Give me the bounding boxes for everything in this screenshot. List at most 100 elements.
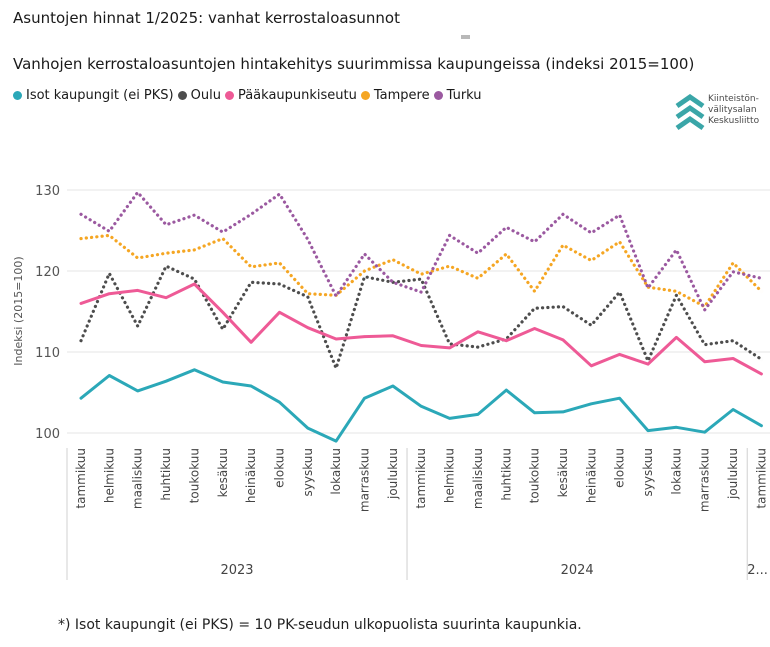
data-point[interactable] bbox=[363, 269, 367, 273]
data-point[interactable] bbox=[391, 384, 395, 388]
data-point[interactable] bbox=[79, 396, 83, 400]
data-point[interactable] bbox=[192, 213, 196, 217]
data-point[interactable] bbox=[759, 276, 763, 280]
data-point[interactable] bbox=[561, 243, 565, 247]
data-point[interactable] bbox=[448, 264, 452, 268]
data-point[interactable] bbox=[221, 380, 225, 384]
data-point[interactable] bbox=[419, 272, 423, 276]
data-point[interactable] bbox=[306, 426, 310, 430]
data-point[interactable] bbox=[731, 270, 735, 274]
data-point[interactable] bbox=[759, 289, 763, 293]
data-point[interactable] bbox=[759, 372, 763, 376]
data-point[interactable] bbox=[589, 231, 593, 235]
data-point[interactable] bbox=[504, 252, 508, 256]
data-point[interactable] bbox=[618, 290, 622, 294]
data-point[interactable] bbox=[221, 327, 225, 331]
data-point[interactable] bbox=[79, 212, 83, 216]
data-point[interactable] bbox=[192, 277, 196, 281]
data-point[interactable] bbox=[759, 357, 763, 361]
data-point[interactable] bbox=[249, 384, 253, 388]
data-point[interactable] bbox=[533, 240, 537, 244]
data-point[interactable] bbox=[277, 261, 281, 265]
data-point[interactable] bbox=[476, 345, 480, 349]
data-point[interactable] bbox=[277, 400, 281, 404]
data-point[interactable] bbox=[533, 306, 537, 310]
data-point[interactable] bbox=[674, 289, 678, 293]
data-point[interactable] bbox=[192, 368, 196, 372]
data-point[interactable] bbox=[164, 379, 168, 383]
data-point[interactable] bbox=[674, 248, 678, 252]
data-point[interactable] bbox=[561, 305, 565, 309]
data-point[interactable] bbox=[561, 338, 565, 342]
data-point[interactable] bbox=[703, 308, 707, 312]
data-point[interactable] bbox=[107, 271, 111, 275]
data-point[interactable] bbox=[674, 335, 678, 339]
data-point[interactable] bbox=[448, 342, 452, 346]
data-point[interactable] bbox=[249, 212, 253, 216]
data-point[interactable] bbox=[419, 404, 423, 408]
data-point[interactable] bbox=[136, 190, 140, 194]
legend-item[interactable]: Isot kaupungit (ei PKS) bbox=[13, 88, 174, 103]
data-point[interactable] bbox=[646, 286, 650, 290]
data-point[interactable] bbox=[674, 425, 678, 429]
data-point[interactable] bbox=[164, 296, 168, 300]
data-point[interactable] bbox=[363, 335, 367, 339]
data-point[interactable] bbox=[618, 396, 622, 400]
data-point[interactable] bbox=[476, 412, 480, 416]
data-point[interactable] bbox=[504, 339, 508, 343]
data-point[interactable] bbox=[192, 248, 196, 252]
data-point[interactable] bbox=[419, 290, 423, 294]
data-point[interactable] bbox=[476, 276, 480, 280]
data-point[interactable] bbox=[391, 334, 395, 338]
data-point[interactable] bbox=[136, 256, 140, 260]
data-point[interactable] bbox=[107, 373, 111, 377]
data-point[interactable] bbox=[363, 396, 367, 400]
data-point[interactable] bbox=[703, 343, 707, 347]
data-point[interactable] bbox=[589, 402, 593, 406]
data-point[interactable] bbox=[221, 230, 225, 234]
data-point[interactable] bbox=[79, 301, 83, 305]
data-point[interactable] bbox=[674, 293, 678, 297]
data-point[interactable] bbox=[107, 233, 111, 237]
data-point[interactable] bbox=[306, 292, 310, 296]
data-point[interactable] bbox=[646, 362, 650, 366]
data-point[interactable] bbox=[136, 288, 140, 292]
data-point[interactable] bbox=[107, 229, 111, 233]
data-point[interactable] bbox=[731, 356, 735, 360]
data-point[interactable] bbox=[334, 439, 338, 443]
data-point[interactable] bbox=[504, 388, 508, 392]
data-point[interactable] bbox=[249, 280, 253, 284]
data-point[interactable] bbox=[759, 424, 763, 428]
data-point[interactable] bbox=[306, 237, 310, 241]
data-point[interactable] bbox=[277, 282, 281, 286]
drag-handle[interactable] bbox=[461, 35, 470, 39]
data-point[interactable] bbox=[448, 233, 452, 237]
data-point[interactable] bbox=[448, 416, 452, 420]
data-point[interactable] bbox=[448, 346, 452, 350]
data-point[interactable] bbox=[334, 337, 338, 341]
data-point[interactable] bbox=[363, 252, 367, 256]
data-point[interactable] bbox=[589, 364, 593, 368]
data-point[interactable] bbox=[306, 326, 310, 330]
data-point[interactable] bbox=[561, 212, 565, 216]
data-point[interactable] bbox=[277, 192, 281, 196]
data-point[interactable] bbox=[107, 292, 111, 296]
data-point[interactable] bbox=[419, 344, 423, 348]
data-point[interactable] bbox=[79, 339, 83, 343]
data-point[interactable] bbox=[136, 324, 140, 328]
data-point[interactable] bbox=[618, 240, 622, 244]
data-point[interactable] bbox=[731, 408, 735, 412]
data-point[interactable] bbox=[618, 352, 622, 356]
data-point[interactable] bbox=[249, 265, 253, 269]
data-point[interactable] bbox=[136, 389, 140, 393]
data-point[interactable] bbox=[164, 223, 168, 227]
data-point[interactable] bbox=[221, 237, 225, 241]
data-point[interactable] bbox=[589, 323, 593, 327]
legend-item[interactable]: Turku bbox=[433, 88, 482, 103]
data-point[interactable] bbox=[334, 366, 338, 370]
data-point[interactable] bbox=[589, 258, 593, 262]
data-point[interactable] bbox=[703, 430, 707, 434]
data-point[interactable] bbox=[731, 339, 735, 343]
data-point[interactable] bbox=[391, 258, 395, 262]
data-point[interactable] bbox=[533, 411, 537, 415]
